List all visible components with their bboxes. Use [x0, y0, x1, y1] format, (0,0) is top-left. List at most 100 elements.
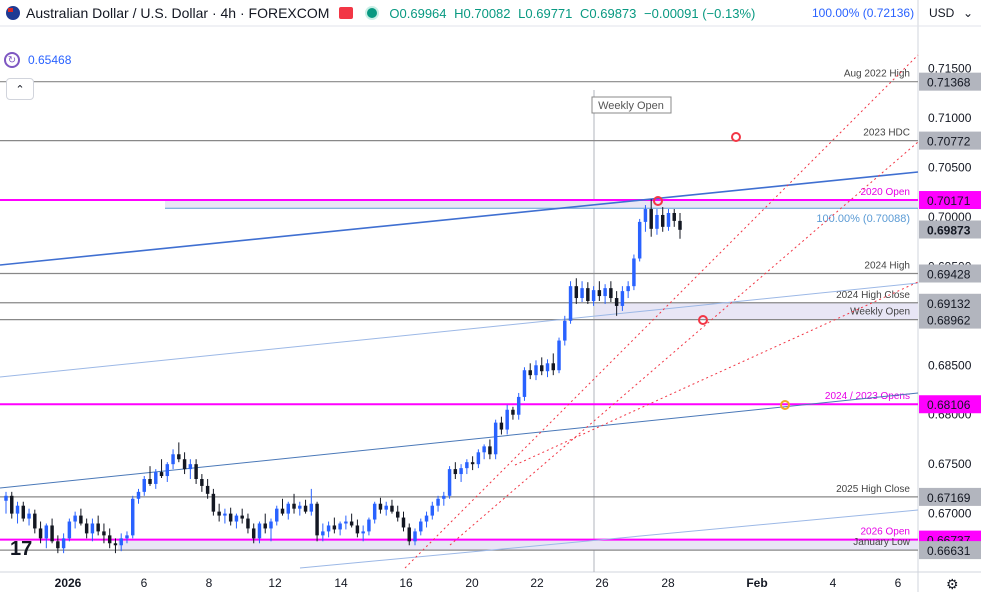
- candle-body-16: [96, 523, 100, 532]
- candle-body-87: [505, 409, 509, 430]
- trendline-upper: [0, 171, 919, 266]
- x-tick-label-9: 28: [661, 576, 675, 590]
- candle-body-99: [574, 286, 579, 299]
- candle-body-69: [401, 517, 406, 528]
- x-tick-label-6: 20: [465, 576, 479, 590]
- candle-body-28: [165, 464, 170, 477]
- chart-header: Australian Dollar / U.S. Dollar · 4h · F…: [0, 0, 759, 26]
- trendline-lower: [0, 282, 919, 378]
- level-price-text-0: 0.71368: [927, 76, 971, 90]
- candle-body-96: [557, 340, 561, 371]
- candle-body-85: [493, 422, 498, 455]
- symbol-title[interactable]: Australian Dollar / U.S. Dollar · 4h · F…: [26, 5, 330, 21]
- ohlc-high: H0.70082: [454, 5, 511, 21]
- candle-body-78: [453, 469, 458, 475]
- marker-opens: [780, 400, 790, 410]
- candle-body-77: [447, 469, 452, 496]
- support-zone: [118, 539, 918, 551]
- tradingview-logo: 17: [10, 538, 33, 560]
- candle-body-113: [655, 214, 659, 229]
- x-tick-label-3: 12: [268, 576, 282, 590]
- candle-body-103: [597, 290, 602, 297]
- currency-selector[interactable]: USD ⌄: [921, 0, 981, 26]
- candle-body-80: [465, 462, 469, 469]
- candle-body-116: [672, 212, 676, 221]
- indicator-row[interactable]: ↻ 0.65468: [4, 52, 71, 68]
- candle-body-48: [280, 508, 285, 514]
- flag-marker-icon[interactable]: [339, 7, 354, 19]
- x-tick-label-11: 4: [830, 576, 837, 590]
- candle-body-22: [131, 498, 135, 536]
- candle-body-75: [436, 498, 440, 506]
- level-price-tag-7: [919, 487, 981, 506]
- candle-body-23: [136, 491, 141, 499]
- candle-body-11: [67, 521, 72, 539]
- trendline-bottom: [299, 509, 919, 569]
- candle-body-110: [637, 221, 642, 259]
- candle-body-46: [269, 521, 273, 529]
- candle-body-44: [257, 523, 262, 539]
- candle-body-34: [200, 479, 204, 486]
- candle-body-108: [626, 286, 630, 292]
- collapse-button[interactable]: ⌃: [6, 78, 34, 100]
- candle-body-65: [378, 503, 383, 510]
- level-price-tag-2: [919, 191, 981, 210]
- ohlc-open: O0.69964: [389, 5, 447, 21]
- candle-body-115: [666, 212, 671, 227]
- candle-body-10: [61, 538, 66, 549]
- candle-body-36: [211, 493, 216, 512]
- level-price-text-9: 0.66631: [927, 544, 971, 558]
- gear-icon[interactable]: ⚙: [946, 576, 959, 592]
- candle-body-105: [609, 288, 613, 299]
- candle-body-53: [309, 503, 314, 512]
- candle-body-4: [27, 513, 31, 519]
- x-tick-label-1: 6: [141, 576, 148, 590]
- market-status-icon[interactable]: [365, 6, 380, 20]
- y-tick-label-0: 0.67000: [928, 507, 972, 521]
- candle-body-92: [534, 365, 538, 376]
- fib-top-label: 100.00% (0.72136): [812, 6, 915, 20]
- level-label-5: Weekly Open: [850, 307, 910, 318]
- weekly-open-annotation: Weekly Open: [598, 100, 664, 112]
- candle-body-12: [73, 515, 77, 522]
- y-tick-label-9: 0.71500: [928, 62, 972, 76]
- level-label-9: January Low: [853, 537, 910, 548]
- candle-body-67: [390, 505, 394, 512]
- x-tick-label-8: 26: [595, 576, 609, 590]
- candle-body-70: [407, 527, 411, 542]
- level-label-7: 2025 High Close: [836, 484, 910, 495]
- candle-body-112: [649, 209, 653, 229]
- candle-body-29: [171, 454, 175, 465]
- level-label-8: 2026 Open: [861, 527, 911, 538]
- candle-body-42: [246, 518, 250, 529]
- candle-body-30: [177, 454, 181, 460]
- candle-body-106: [614, 298, 619, 306]
- candle-body-14: [84, 523, 89, 534]
- channel-lower: [514, 281, 919, 466]
- weekly-open-annotation-box: [591, 96, 672, 114]
- marker-high: [653, 196, 663, 206]
- candle-body-13: [79, 515, 83, 524]
- trendline-mid: [0, 392, 919, 489]
- candle-body-83: [482, 446, 486, 453]
- indicator-value: 0.65468: [28, 53, 72, 67]
- candle-body-1: [10, 495, 14, 514]
- candle-body-0: [4, 495, 8, 501]
- candle-body-62: [361, 531, 365, 534]
- level-price-tag-6: [919, 395, 981, 414]
- candle-body-114: [660, 214, 665, 227]
- ohlc-close: C0.69873: [580, 5, 637, 21]
- resistance-zone: [165, 200, 918, 209]
- candle-body-2: [15, 505, 20, 514]
- candle-body-94: [545, 363, 550, 372]
- candle-body-7: [44, 525, 49, 539]
- level-label-4: 2024 High Close: [836, 290, 910, 301]
- x-tick-label-0: 2026: [55, 576, 82, 590]
- candle-body-74: [430, 505, 435, 516]
- candle-body-8: [50, 525, 54, 542]
- level-price-text-3: 0.69428: [927, 268, 971, 282]
- y-tick-label-8: 0.71000: [928, 111, 972, 125]
- candle-body-98: [568, 286, 573, 321]
- candle-body-76: [442, 495, 446, 499]
